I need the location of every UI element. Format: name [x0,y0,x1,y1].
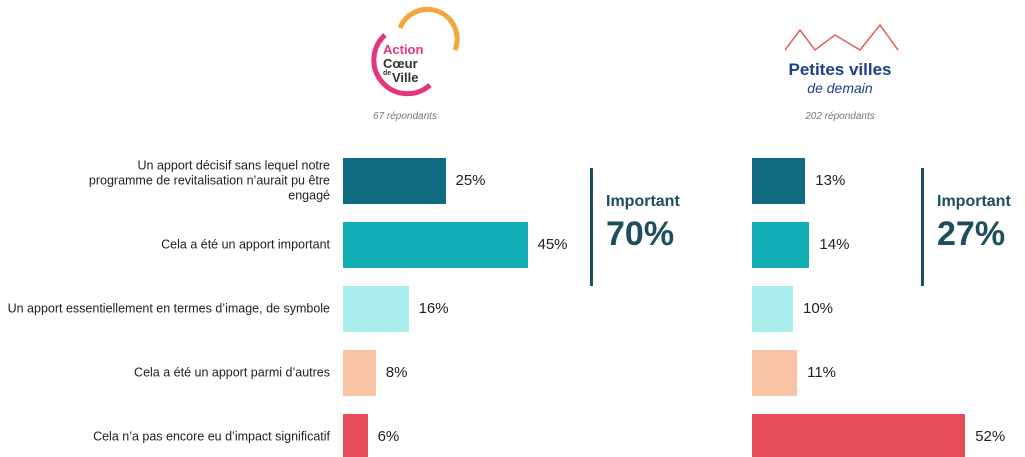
summary-label: Important [606,193,680,210]
bar [343,222,528,268]
bar [752,286,793,332]
respondents: 67 répondants [373,111,437,122]
category-label: Un apport décisif sans lequel notre prog… [88,158,330,203]
value-label: 16% [418,300,449,317]
logo-text: de [383,70,392,77]
bar [343,414,368,457]
summary-value: 27% [937,215,1006,253]
category-label: Cela a été un apport important [161,237,330,252]
bar [343,350,376,396]
logos [371,6,899,97]
bar [752,222,810,268]
category-label: Cela n’a pas encore eu d’impact signific… [93,429,330,444]
logo-text: Cœur [383,56,418,71]
bar [343,158,446,204]
logo-text: Action [383,42,424,57]
bar [343,286,409,332]
logo-text: Ville [392,70,419,85]
bracket-line [590,168,593,286]
summary-value: 70% [606,215,675,253]
value-label: 11% [807,364,837,381]
category-label: Cela a été un apport parmi d’autres [134,365,330,380]
bracket-line [921,168,924,286]
value-label: 52% [975,428,1006,445]
value-label: 13% [815,172,846,189]
summary-label: Important [937,193,1011,210]
logo-text: Petites villes [788,60,892,79]
logo-arc [371,33,432,97]
logo-text: de demain [807,80,873,96]
value-label: 6% [377,428,400,445]
value-label: 10% [803,300,834,317]
bar [752,158,806,204]
value-label: 25% [455,172,486,189]
value-label: 14% [819,236,850,253]
respondents: 202 répondants [805,111,875,122]
bar [752,414,966,457]
value-label: 45% [537,236,568,253]
logo-arc [397,6,460,51]
value-label: 8% [385,364,408,381]
logo-houses [784,23,899,52]
bar [752,350,798,396]
category-label: Un apport essentiellement en termes d’im… [7,301,330,316]
